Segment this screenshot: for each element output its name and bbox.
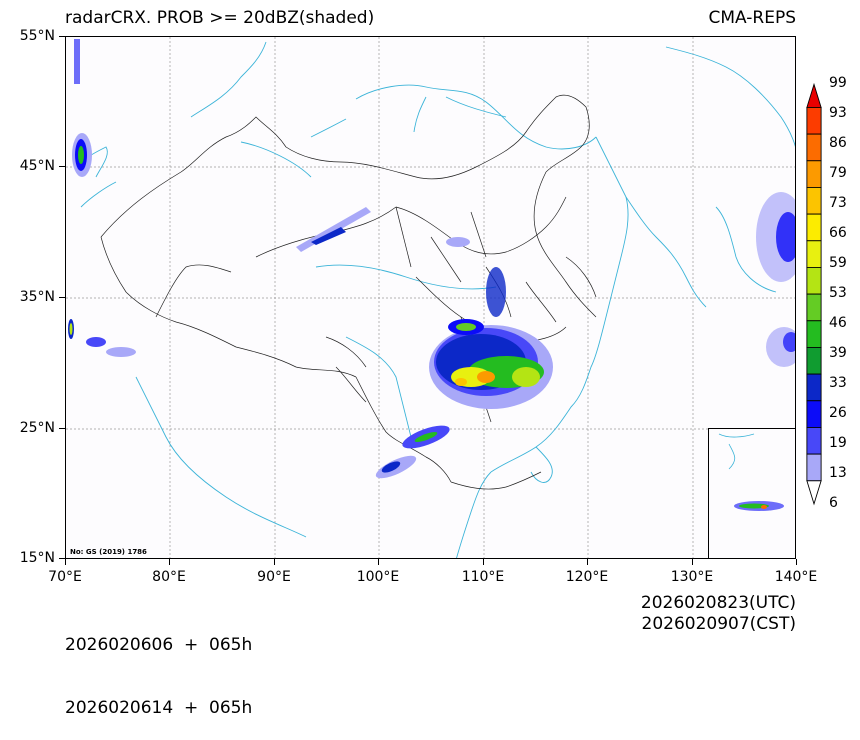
x-tick-mark xyxy=(274,559,275,565)
colorbar xyxy=(806,82,822,506)
y-tick-mark xyxy=(59,297,65,298)
x-tick-mark xyxy=(692,559,693,565)
y-tick-35n: 35°N xyxy=(19,289,55,305)
probability-shading xyxy=(68,39,795,479)
colorbar-label: 99 xyxy=(829,75,847,91)
x-tick-mark xyxy=(587,559,588,565)
valid-time-cst: 2026020907(CST) xyxy=(641,614,796,634)
x-tick-80e: 80°E xyxy=(152,569,186,585)
init-time-block: 2026020606 + 065h 2026020614 + 065h xyxy=(65,593,252,740)
model-name: CMA-REPS xyxy=(708,8,796,28)
y-tick-mark xyxy=(59,166,65,167)
x-tick-130e: 130°E xyxy=(670,569,714,585)
valid-time-block: 2026020823(UTC) 2026020907(CST) xyxy=(641,593,796,635)
colorbar-label: 19 xyxy=(829,435,847,451)
colorbar-label: 86 xyxy=(829,135,847,151)
colorbar-label: 26 xyxy=(829,405,847,421)
chart-title: radarCRX. PROB >= 20dBZ(shaded) xyxy=(65,8,375,28)
colorbar-label: 66 xyxy=(829,225,847,241)
south-china-sea-inset xyxy=(708,428,795,558)
y-tick-mark xyxy=(59,428,65,429)
init-time-cst: 2026020614 + 065h xyxy=(65,698,253,718)
colorbar-label: 33 xyxy=(829,375,847,391)
map-canvas xyxy=(66,37,795,558)
valid-time-utc: 2026020823(UTC) xyxy=(640,593,796,613)
x-tick-140e: 140°E xyxy=(774,569,818,585)
coastlines xyxy=(75,41,795,558)
admin-borders xyxy=(100,94,597,490)
x-tick-110e: 110°E xyxy=(461,569,505,585)
map-approval-note: No: GS (2019) 1786 xyxy=(70,548,147,556)
colorbar-label: 6 xyxy=(829,495,838,511)
y-tick-mark xyxy=(59,36,65,37)
colorbar-label: 46 xyxy=(829,315,847,331)
init-time-utc: 2026020606 + 065h xyxy=(65,635,253,655)
x-tick-90e: 90°E xyxy=(257,569,291,585)
colorbar-label: 79 xyxy=(829,165,847,181)
y-tick-15n: 15°N xyxy=(19,550,55,566)
x-tick-mark xyxy=(483,559,484,565)
colorbar-label: 93 xyxy=(829,105,847,121)
x-tick-120e: 120°E xyxy=(565,569,609,585)
gridlines xyxy=(66,37,795,558)
x-tick-100e: 100°E xyxy=(356,569,400,585)
x-tick-70e: 70°E xyxy=(48,569,82,585)
x-tick-mark xyxy=(378,559,379,565)
colorbar-label: 13 xyxy=(829,465,847,481)
colorbar-label: 39 xyxy=(829,345,847,361)
x-tick-mark xyxy=(169,559,170,565)
y-tick-55n: 55°N xyxy=(19,28,55,44)
y-tick-mark xyxy=(59,558,65,559)
map-plot-area: No: GS (2019) 1786 xyxy=(65,36,796,559)
y-tick-45n: 45°N xyxy=(19,158,55,174)
x-tick-mark xyxy=(65,559,66,565)
colorbar-label: 73 xyxy=(829,195,847,211)
colorbar-label: 53 xyxy=(829,285,847,301)
x-tick-mark xyxy=(796,559,797,565)
colorbar-label: 59 xyxy=(829,255,847,271)
y-tick-25n: 25°N xyxy=(19,420,55,436)
